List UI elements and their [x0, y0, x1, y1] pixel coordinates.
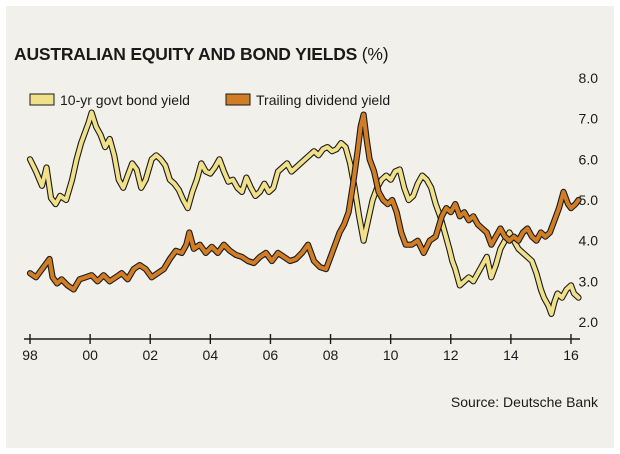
chart-title-text: AUSTRALIAN EQUITY AND BOND YIELDS — [14, 44, 358, 64]
y-tick-labels: 2.0 3.0 4.0 5.0 6.0 7.0 8.0 — [579, 70, 599, 330]
x-tick-label-06: 06 — [263, 347, 279, 363]
x-tick-label-98: 98 — [22, 347, 38, 363]
chart-panel — [6, 6, 614, 448]
legend: 10-yr govt bond yield Trailing dividend … — [29, 92, 390, 108]
x-tick-label-08: 08 — [323, 347, 339, 363]
x-tick-label-02: 02 — [142, 347, 158, 363]
y-tick-label-2-0: 2.0 — [579, 314, 599, 330]
x-tick-label-04: 04 — [203, 347, 219, 363]
y-tick-label-5-0: 5.0 — [579, 192, 599, 208]
x-tick-marks — [29, 334, 572, 344]
y-tick-label-3-0: 3.0 — [579, 273, 599, 289]
legend-swatch-dividend-yield — [225, 93, 251, 106]
x-tick-label-00: 00 — [82, 347, 98, 363]
y-tick-label-4-0: 4.0 — [579, 233, 599, 249]
chart-title-unit: (%) — [361, 44, 389, 64]
series-line-bond-yield — [28, 110, 581, 316]
y-tick-label-7-0: 7.0 — [579, 111, 599, 127]
x-tick-label-16: 16 — [563, 347, 579, 363]
y-tick-label-6-0: 6.0 — [579, 151, 599, 167]
source-note: Source: Deutsche Bank — [450, 394, 598, 410]
legend-label-bond-yield: 10-yr govt bond yield — [60, 92, 190, 108]
series-layer — [26, 109, 582, 317]
x-tick-label-12: 12 — [443, 347, 459, 363]
x-tick-labels: 98 00 02 04 06 08 10 12 14 16 — [22, 347, 579, 363]
x-tick-label-14: 14 — [503, 347, 519, 363]
y-tick-label-8-0: 8.0 — [579, 70, 599, 86]
x-tick-label-10: 10 — [383, 347, 399, 363]
series-line-dividend-yield — [28, 112, 581, 292]
legend-label-dividend-yield: Trailing dividend yield — [256, 92, 390, 108]
chart-title: AUSTRALIAN EQUITY AND BOND YIELDS (%) — [14, 44, 389, 65]
legend-swatch-bond-yield — [29, 93, 55, 106]
